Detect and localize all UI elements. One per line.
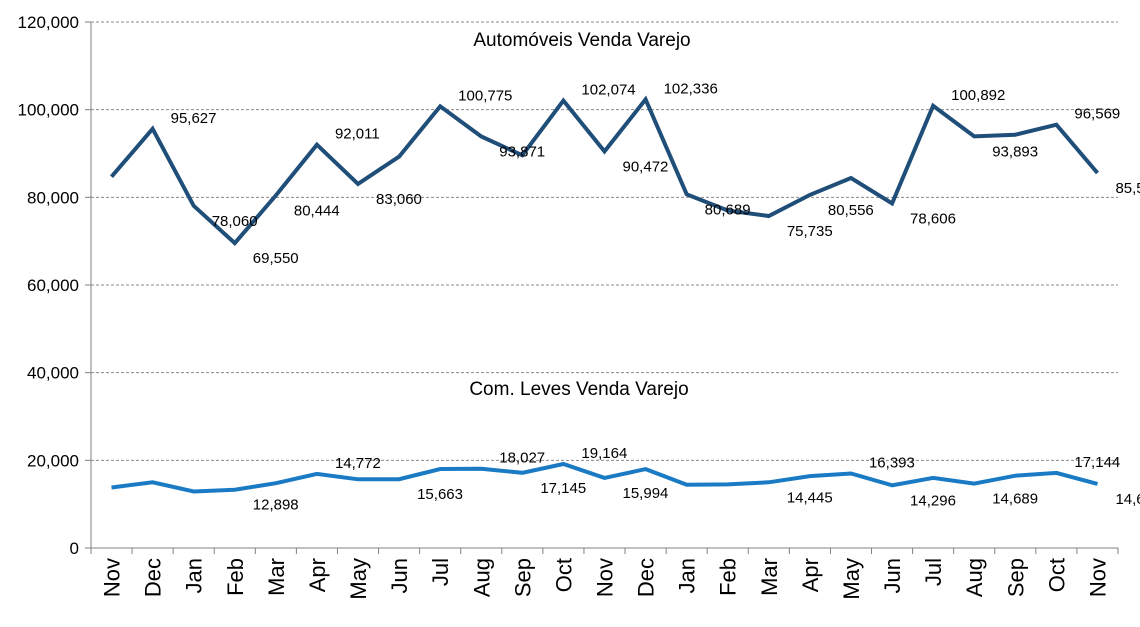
- data-label: 80,556: [828, 202, 874, 219]
- data-label: 12,898: [253, 497, 299, 514]
- x-tick-label: Sep: [510, 558, 535, 597]
- x-tick-label: Sep: [1003, 558, 1028, 597]
- data-label: 95,627: [171, 110, 217, 127]
- x-axis-ticks: Nov Dec Jan Feb Mar Apr May Jun Jul Aug Sep Oct Nov D…: [100, 558, 1111, 600]
- y-tick-label: 80,000: [27, 188, 79, 207]
- y-tick-label: 40,000: [27, 364, 79, 383]
- data-label: 80,444: [294, 202, 340, 219]
- x-tick-label: Jul: [921, 558, 946, 586]
- x-tick-label: Apr: [798, 558, 823, 592]
- data-label: 15,994: [623, 485, 669, 502]
- data-label: 78,606: [910, 210, 956, 227]
- y-tick-label: 100,000: [18, 101, 79, 120]
- data-label: 93,893: [992, 143, 1038, 160]
- y-axis-ticks: 0 20,000 40,000 60,000 80,000 100,000 120,000: [18, 13, 79, 558]
- data-label: 14,772: [335, 455, 381, 472]
- data-label: 83,060: [376, 191, 422, 208]
- y-tick-label: 20,000: [27, 451, 79, 470]
- series-title: Automóveis Venda Varejo: [473, 30, 690, 51]
- x-tick-label: Nov: [100, 558, 125, 597]
- x-tick-label: Jun: [880, 558, 905, 593]
- x-tick-label: Apr: [305, 558, 330, 592]
- data-label: 93,871: [499, 144, 545, 161]
- data-label: 15,663: [417, 486, 463, 503]
- data-label: 18,027: [499, 450, 545, 467]
- x-tick-label: Oct: [551, 558, 576, 592]
- axes: [85, 21, 1119, 554]
- series-lines: [109, 95, 1100, 494]
- data-label: 96,569: [1074, 106, 1120, 123]
- data-label: 14,445: [787, 489, 833, 506]
- data-label: 85,561: [1115, 180, 1140, 197]
- data-label: 102,074: [581, 82, 635, 99]
- x-tick-label: Jan: [182, 558, 207, 593]
- data-label: 92,011: [335, 126, 380, 143]
- x-tick-label: Aug: [962, 558, 987, 597]
- gridlines: [91, 21, 1118, 461]
- data-label: 90,472: [623, 158, 669, 175]
- y-tick-label: 0: [70, 539, 79, 558]
- x-tick-label: May: [346, 558, 371, 600]
- x-tick-label: May: [839, 558, 864, 600]
- data-label: 100,775: [458, 87, 512, 104]
- y-tick-label: 60,000: [27, 276, 79, 295]
- series-title: Com. Leves Venda Varejo: [469, 379, 688, 400]
- x-tick-label: Mar: [757, 558, 782, 596]
- x-tick-label: Jan: [675, 558, 700, 593]
- x-tick-label: Dec: [141, 558, 166, 597]
- x-tick-label: Feb: [223, 558, 248, 596]
- y-tick-label: 120,000: [18, 13, 79, 32]
- data-label: 78,060: [212, 213, 258, 230]
- data-label: 80,689: [705, 201, 751, 218]
- data-label: 14,296: [910, 492, 956, 509]
- series-titles: Automóveis Venda Varejo Com. Leves Venda …: [469, 30, 690, 400]
- data-label: 17,145: [540, 480, 586, 497]
- x-tick-label: Oct: [1044, 558, 1069, 592]
- data-label: 16,393: [869, 454, 915, 471]
- x-tick-label: Nov: [593, 558, 618, 597]
- x-tick-label: Jun: [387, 558, 412, 593]
- x-tick-label: Nov: [1085, 558, 1110, 597]
- x-tick-label: Dec: [634, 558, 659, 597]
- data-label: 14,689: [992, 491, 1038, 508]
- series-line-2: [111, 461, 1099, 494]
- x-tick-label: Aug: [469, 558, 494, 597]
- data-labels: 95,627 78,060 69,550 80,444 92,011 83,060 100,…: [171, 80, 1140, 513]
- data-label: 75,735: [787, 223, 833, 240]
- x-tick-label: Feb: [716, 558, 741, 596]
- data-label: 14,622: [1115, 491, 1140, 508]
- data-label: 69,550: [253, 250, 299, 267]
- x-tick-label: Mar: [264, 558, 289, 596]
- data-label: 19,164: [581, 445, 627, 462]
- x-tick-label: Jul: [428, 558, 453, 586]
- data-label: 100,892: [951, 87, 1005, 104]
- data-label: 17,144: [1074, 454, 1120, 471]
- data-label: 102,336: [664, 80, 718, 97]
